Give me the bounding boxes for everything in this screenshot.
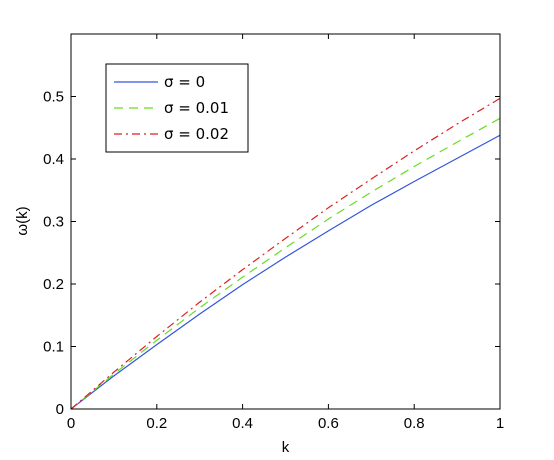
legend: σ = 0 σ = 0.01 σ = 0.02: [105, 63, 249, 153]
y-tick-label: 0.4: [43, 151, 64, 168]
y-tick-label: 0.2: [43, 276, 64, 293]
legend-label-1: σ = 0: [164, 73, 205, 91]
x-tick-label: 0.4: [232, 415, 253, 432]
y-tick-label: 0.1: [43, 339, 64, 356]
legend-label-3: σ = 0.02: [164, 125, 229, 143]
y-tick-label: 0.3: [43, 214, 64, 231]
series-layer: [70, 97, 501, 410]
x-axis-label: k: [282, 439, 290, 456]
y-tick-label: 0: [56, 401, 64, 418]
y-tick-label: 0.5: [43, 89, 64, 106]
y-axis-label: ω(k): [14, 206, 31, 235]
legend-label-2: σ = 0.01: [164, 99, 229, 117]
x-tick-label: 0.8: [404, 415, 425, 432]
x-tick-label: 1: [496, 415, 504, 432]
series-line-2: [70, 117, 501, 410]
series-line-1: [70, 134, 501, 410]
series-line-3: [70, 97, 501, 410]
x-tick-label: 0: [67, 415, 75, 432]
x-tick-label: 0.2: [146, 415, 167, 432]
x-tick-label: 0.6: [318, 415, 339, 432]
ticks-layer: 0 0.2 0.4 0.6 0.8 1 0 0.1 0.2 0.3 0.4 0.5: [43, 34, 504, 432]
